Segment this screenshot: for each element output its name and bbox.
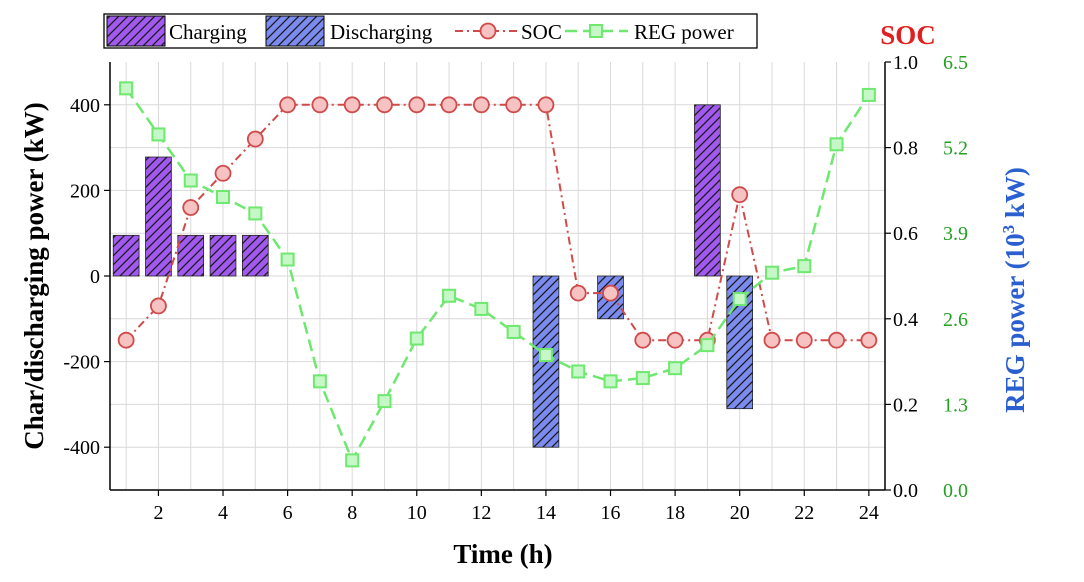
reg-power-point [442, 288, 457, 303]
y-axis-title: Char/discharging power (kW) [19, 102, 49, 450]
plot-frame [104, 61, 891, 496]
reg-power-tick-label: 0.0 [943, 480, 968, 502]
soc-point [537, 96, 555, 114]
soc-point [311, 96, 329, 114]
reg-power-point [635, 371, 650, 386]
x-tick-label: 18 [665, 502, 685, 524]
legend: Charging Discharging SOC REG power [103, 13, 758, 49]
x-tick-label: 8 [347, 502, 357, 524]
soc-point [731, 186, 749, 204]
soc-point [472, 96, 490, 114]
soc-tick-label: 0.4 [893, 309, 918, 331]
x-tick-label: 6 [283, 502, 293, 524]
legend-soc-marker [479, 22, 497, 40]
reg-power-point [151, 127, 166, 142]
soc-point [408, 96, 426, 114]
legend-charging-label: Charging [169, 20, 247, 44]
y-tick-label: -400 [63, 437, 100, 459]
reg-power-point [216, 189, 231, 204]
reg-power-point [506, 324, 521, 339]
soc-tick-label: 0.8 [893, 138, 918, 160]
soc-line [125, 103, 869, 342]
reg-power-tick-label: 2.6 [943, 309, 968, 331]
soc-point [376, 96, 393, 114]
y-tick-label: -200 [63, 352, 100, 374]
soc-point [828, 331, 845, 349]
reg-axis-title-main: REG power (10 [1000, 233, 1030, 413]
soc-point [569, 284, 587, 302]
reg-power-point [797, 259, 812, 274]
reg-power-tick-label: 5.2 [943, 138, 968, 160]
reg-power-point [409, 331, 424, 346]
soc-point [795, 331, 813, 349]
reg-power-point [764, 265, 779, 280]
soc-tick-label: 1.0 [893, 52, 918, 74]
reg-power-point [603, 374, 618, 389]
soc-point [117, 331, 135, 349]
x-tick-label: 4 [218, 502, 228, 524]
x-tick-label: 24 [859, 502, 879, 524]
reg-power-point [571, 364, 586, 379]
reg-power-point [183, 173, 198, 188]
x-axis-title: Time (h) [453, 539, 552, 569]
soc-point [343, 96, 361, 114]
reg-power-point [377, 394, 392, 409]
reg-power-point [474, 301, 489, 316]
soc-point [279, 96, 297, 114]
reg-power-point [280, 252, 295, 267]
legend-discharging-label: Discharging [330, 20, 433, 44]
x-tick-label: 22 [794, 502, 814, 524]
soc-point [860, 331, 878, 349]
y-tick-label: 400 [70, 95, 100, 117]
reg-power-point [700, 338, 715, 353]
reg-power-point [538, 348, 553, 363]
soc-point [666, 331, 684, 349]
soc-point [182, 199, 200, 216]
soc-axis-title: SOC [880, 20, 936, 50]
x-tick-label: 12 [471, 502, 491, 524]
reg-power-point [119, 81, 134, 96]
soc-point [505, 96, 523, 114]
reg-power-axis-title: REG power (103 kW) [999, 167, 1030, 413]
reg-axis-title-sup: 3 [999, 225, 1018, 234]
reg-power-point [345, 453, 360, 468]
soc-tick-label: 0.6 [893, 223, 918, 245]
reg-power-point [312, 374, 327, 389]
reg-power-point [732, 292, 747, 307]
bar-series [112, 104, 754, 448]
y-tick-label: 200 [70, 180, 100, 202]
reg-power-tick-label: 6.5 [943, 52, 968, 74]
legend-reg-power-label: REG power [634, 20, 734, 44]
soc-point [602, 284, 619, 302]
legend-reg-power-marker [589, 24, 603, 38]
x-tick-label: 16 [601, 502, 621, 524]
soc-point [214, 164, 232, 182]
line-series [117, 81, 878, 468]
soc-point [150, 297, 167, 315]
reg-power-point [248, 206, 263, 221]
soc-point [634, 331, 652, 349]
x-tick-label: 2 [153, 502, 163, 524]
soc-tick-label: 0.2 [893, 394, 918, 416]
soc-point [440, 96, 458, 114]
x-tick-label: 10 [407, 502, 427, 524]
reg-axis-title-tail: kW) [1000, 167, 1030, 225]
x-tick-label: 20 [730, 502, 750, 524]
soc-tick-label: 0.0 [893, 480, 918, 502]
soc-point [246, 130, 264, 148]
y-tick-label: 0 [90, 266, 100, 288]
legend-soc-label: SOC [521, 20, 562, 44]
tick-labels: 2 4 6 8 10 12 14 16 18 20 22 24-400-20002004000.00.… [63, 52, 968, 524]
reg-power-point [829, 137, 844, 152]
reg-power-point [861, 87, 876, 102]
soc-point [763, 331, 781, 349]
reg-power-tick-label: 3.9 [943, 223, 968, 245]
reg-power-point [668, 361, 683, 376]
reg-power-tick-label: 1.3 [943, 394, 968, 416]
x-tick-label: 14 [536, 502, 556, 524]
